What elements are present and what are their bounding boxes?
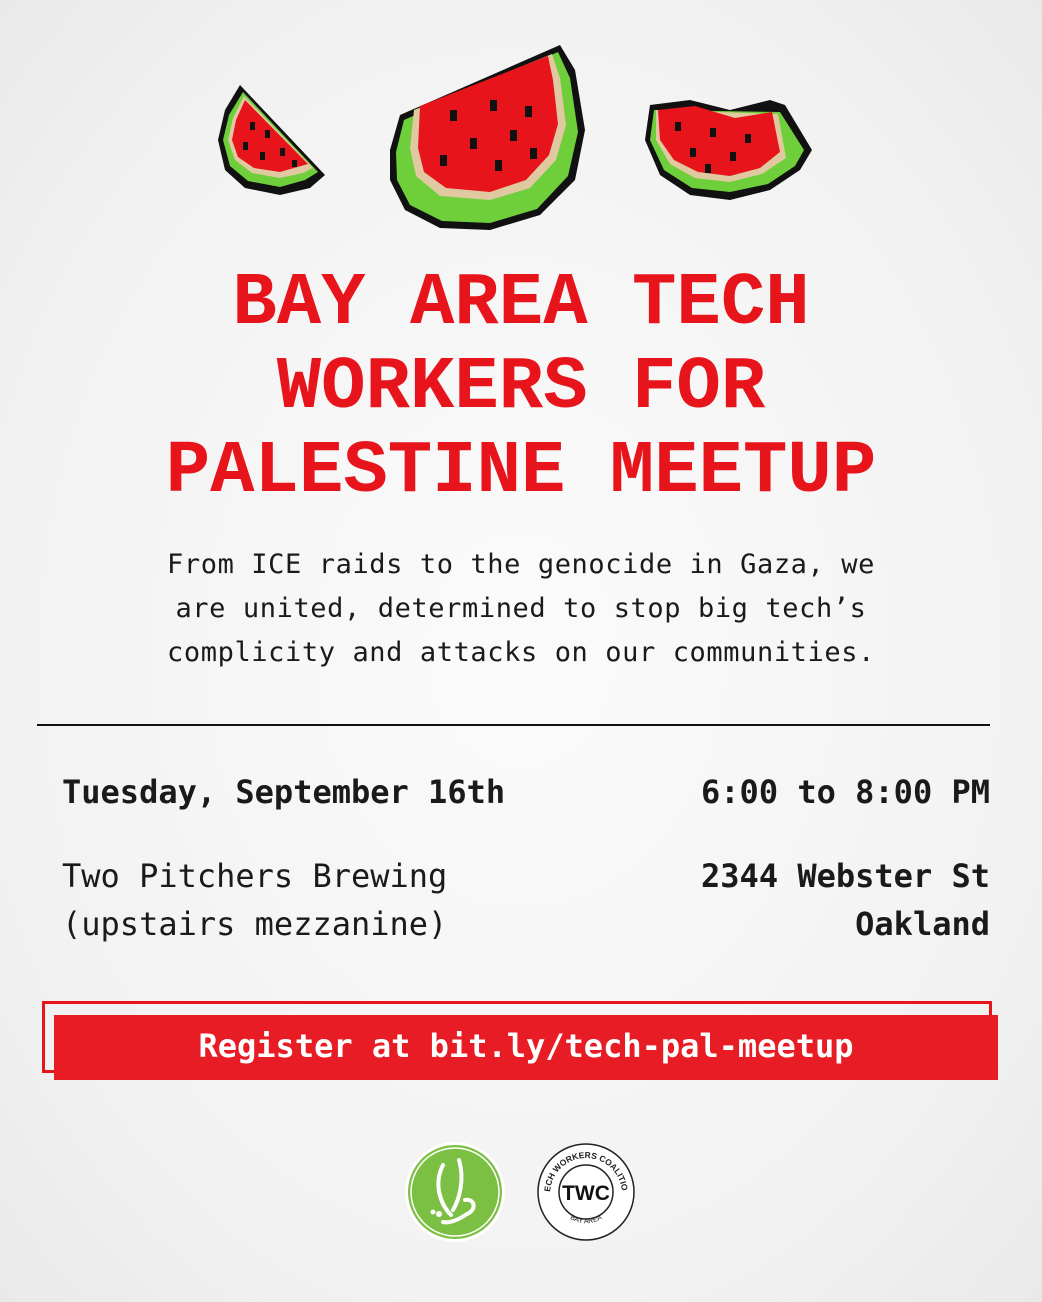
- register-label: Register at bit.ly/tech-pal-meetup: [198, 1027, 854, 1065]
- divider: [37, 724, 990, 726]
- arabic-calligraphy-logo-icon: [405, 1142, 505, 1242]
- intro-line: From ICE raids to the genocide in Gaza, …: [167, 549, 875, 580]
- venue-row-2: (upstairs mezzanine) Oakland: [62, 905, 990, 943]
- venue-note: (upstairs mezzanine): [62, 905, 448, 943]
- watermelon-slice-left-icon: [218, 85, 325, 195]
- svg-text:BAY AREA: BAY AREA: [569, 1214, 604, 1225]
- title-line: PALESTINE MEETUP: [165, 430, 877, 514]
- title-line: BAY AREA TECH: [232, 262, 810, 346]
- watermelon-slice-right-icon: [645, 100, 812, 200]
- register-banner[interactable]: Register at bit.ly/tech-pal-meetup: [54, 1015, 998, 1080]
- twc-mark: TWC: [562, 1182, 610, 1205]
- venue-name: Two Pitchers Brewing: [62, 857, 448, 895]
- tech-workers-coalition-logo-icon: TECH WORKERS COALITION BAY AREA TWC: [536, 1142, 635, 1241]
- poster-title: BAY AREA TECH WORKERS FOR PALESTINE MEET…: [0, 262, 1042, 514]
- intro-line: are united, determined to stop big tech’…: [175, 593, 867, 624]
- date-time-row: Tuesday, September 16th 6:00 to 8:00 PM: [62, 773, 990, 811]
- venue-street: 2344 Webster St: [701, 857, 990, 895]
- event-time: 6:00 to 8:00 PM: [701, 773, 990, 811]
- watermelon-slice-center-icon: [390, 45, 585, 230]
- intro-line: complicity and attacks on our communitie…: [167, 637, 875, 668]
- title-line: WORKERS FOR: [276, 346, 766, 430]
- intro-text: From ICE raids to the genocide in Gaza, …: [0, 543, 1042, 675]
- watermelon-illustrations: [218, 45, 812, 230]
- venue-row: Two Pitchers Brewing 2344 Webster St: [62, 857, 990, 895]
- venue-city: Oakland: [855, 905, 990, 943]
- event-date: Tuesday, September 16th: [62, 773, 506, 811]
